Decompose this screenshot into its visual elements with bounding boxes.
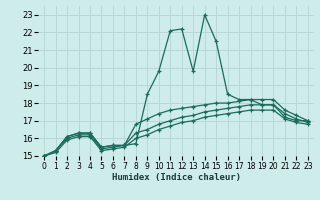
X-axis label: Humidex (Indice chaleur): Humidex (Indice chaleur): [111, 173, 241, 182]
